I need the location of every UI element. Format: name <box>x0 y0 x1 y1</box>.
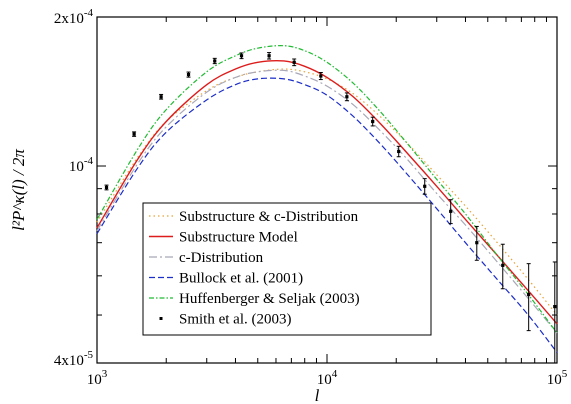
y-tick-label: 4x10-5 <box>54 349 94 369</box>
legend-label: c-Distribution <box>179 250 264 266</box>
data-point <box>449 209 453 213</box>
data-point <box>553 304 557 309</box>
series-line-3 <box>96 69 558 334</box>
data-point <box>132 132 136 136</box>
x-tick-label: 105 <box>547 368 568 388</box>
x-tick-label: 104 <box>317 368 338 388</box>
legend-label: Substructure Model <box>179 230 298 246</box>
series-layer <box>96 45 558 353</box>
data-point <box>475 241 479 245</box>
data-point <box>423 184 427 188</box>
legend-swatch <box>159 317 163 320</box>
data-point <box>186 72 191 77</box>
series-line-5 <box>96 45 558 334</box>
legend-label: Bullock et al. (2001) <box>179 271 303 287</box>
y-tick-label: 10-4 <box>69 155 94 175</box>
data-point <box>104 185 109 190</box>
data-point <box>292 60 296 64</box>
legend-label: Smith et al. (2003) <box>179 312 292 328</box>
legend: Substructure & c-Distribution Substructur… <box>142 202 432 336</box>
axis-ticks: 103 104 105 4x10-5 10-4 2x10-4 <box>54 7 568 388</box>
data-points-layer <box>104 52 557 364</box>
legend-label: Substructure & c-Distribution <box>179 209 359 225</box>
data-point <box>345 95 349 99</box>
series-line-1 <box>96 68 558 316</box>
series-line-4 <box>96 77 558 353</box>
data-point <box>159 95 163 99</box>
y-tick-label: 2x10-4 <box>54 7 94 27</box>
legend-label: Huffenberger & Seljak (2003) <box>179 291 360 307</box>
x-axis-label: l <box>315 386 320 404</box>
data-point <box>527 292 531 297</box>
series-line-2 <box>96 60 558 325</box>
data-point <box>213 59 217 63</box>
data-point <box>267 54 271 58</box>
data-point <box>397 149 401 154</box>
x-tick-label: 103 <box>87 368 108 388</box>
legend-box <box>142 202 432 336</box>
y-axis-label: l²P^κ(l) / 2π <box>9 149 28 231</box>
data-point <box>319 74 323 78</box>
data-point <box>371 119 375 124</box>
data-point <box>239 54 244 58</box>
data-point <box>501 263 505 267</box>
